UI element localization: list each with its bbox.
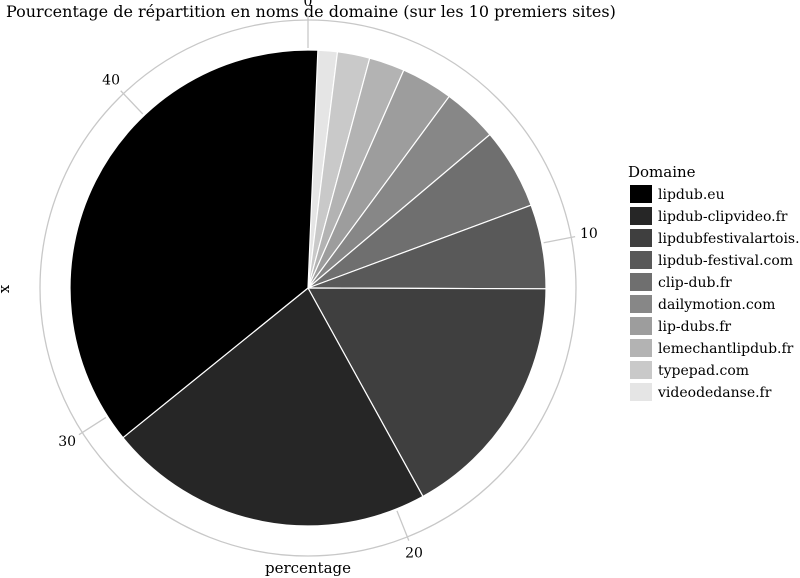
legend-swatch [630, 207, 652, 225]
pie-slice [69, 49, 319, 439]
legend-swatch [630, 185, 652, 203]
theta-tick-mark [396, 510, 410, 541]
theta-tick-label: 20 [405, 546, 423, 562]
y-axis-title: x [0, 284, 13, 293]
legend-swatch [630, 229, 652, 247]
legend-swatch [630, 317, 652, 335]
legend-swatch [630, 339, 652, 357]
legend-swatch [630, 383, 652, 401]
x-axis-title: percentage [265, 559, 351, 577]
legend-label: dailymotion.com [658, 297, 775, 313]
legend-swatch [630, 295, 652, 313]
pie-slices [69, 49, 547, 527]
legend-swatch [630, 251, 652, 269]
legend-label: clip-dub.fr [658, 275, 732, 291]
legend-label: lemechantlipdub.fr [658, 341, 794, 357]
legend-swatch [630, 361, 652, 379]
theta-tick-label: 30 [58, 434, 76, 450]
legend-label: lipdub.eu [658, 187, 725, 203]
legend-label: lipdub-clipvideo.fr [658, 209, 788, 225]
theta-tick-label: 0 [304, 0, 313, 10]
legend: Domaine lipdub.eu lipdub-clipvideo.fr lipd… [628, 163, 800, 401]
legend-title: Domaine [628, 163, 696, 181]
theta-tick-mark [78, 416, 107, 436]
theta-tick-mark [543, 236, 576, 244]
legend-label: lip-dubs.fr [658, 319, 731, 335]
chart-title: Pourcentage de répartition en noms de do… [6, 2, 616, 21]
legend-label: typepad.com [658, 363, 749, 379]
theta-ticks: 0 10 20 30 40 [58, 0, 598, 562]
theta-tick-label: 10 [580, 226, 598, 242]
theta-tick-mark [120, 90, 144, 115]
legend-label: lipdubfestivalartois.fr [658, 231, 800, 247]
legend-label: lipdub-festival.com [658, 253, 793, 269]
pie-slice [306, 287, 547, 498]
pie-slice [122, 287, 424, 527]
legend-swatch [630, 273, 652, 291]
legend-label: videodedanse.fr [657, 385, 772, 401]
theta-tick-label: 40 [102, 73, 120, 89]
